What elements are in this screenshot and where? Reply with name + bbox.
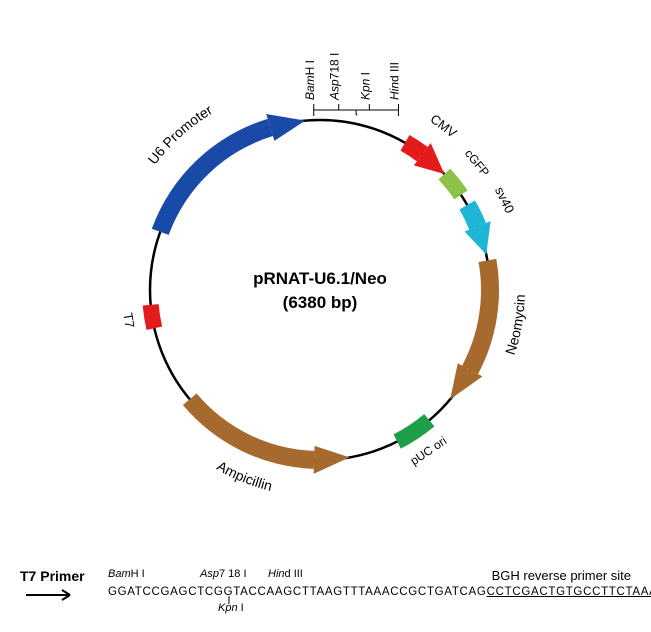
seq-site-bam: BamH I	[108, 568, 145, 580]
feature-t7: T7	[120, 304, 162, 330]
seq-site-kpn: Kpn I	[218, 602, 244, 614]
svg-text:CMV: CMV	[428, 111, 460, 141]
sequence-text: GGATCCGAGCTCGGTACCAAGCTTAAGTTTAAACCGCTGA…	[108, 586, 651, 598]
feature-puc-ori: pUC ori	[394, 414, 450, 468]
svg-text:T7: T7	[120, 312, 137, 329]
feature-sv40: sv40	[459, 184, 517, 254]
bgh-label: BGH reverse primer site	[492, 568, 631, 583]
plasmid-name: pRNAT-U6.1/Neo	[253, 269, 387, 288]
seq-site-hin: Hind III	[268, 568, 303, 580]
svg-text:cGFP: cGFP	[462, 147, 492, 180]
mcs-site-bam: BamH I	[303, 60, 317, 100]
t7-arrow-icon	[24, 588, 84, 602]
svg-text:Neomycin: Neomycin	[502, 294, 528, 357]
plasmid-size: (6380 bp)	[283, 293, 358, 312]
t7-primer-label: T7 Primer	[20, 568, 85, 584]
feature-cmv: CMV	[401, 111, 460, 174]
plasmid-svg: pRNAT-U6.1/Neo (6380 bp) U6 Promoter CMVcGF…	[0, 0, 651, 540]
plasmid-map-figure: pRNAT-U6.1/Neo (6380 bp) U6 Promoter CMVcGF…	[0, 0, 651, 632]
mcs-site-kpn: Kpn I	[358, 72, 372, 100]
mcs-bracket: BamH I Asp718 I Kpn I Hind III	[303, 53, 402, 116]
svg-text:sv40: sv40	[492, 184, 518, 215]
feature-neomycin: Neomycin	[450, 259, 528, 399]
mcs-site-hin: Hind III	[387, 62, 401, 100]
seq-site-asp: Asp7 18 I	[200, 568, 247, 580]
feature-cgfp: cGFP	[438, 147, 492, 200]
feature-ampicillin: Ampicillin	[183, 393, 350, 493]
mcs-site-asp: Asp718 I	[328, 53, 342, 101]
feature-u6-promoter: U6 Promoter	[144, 101, 305, 235]
svg-text:Ampicillin: Ampicillin	[214, 458, 274, 494]
